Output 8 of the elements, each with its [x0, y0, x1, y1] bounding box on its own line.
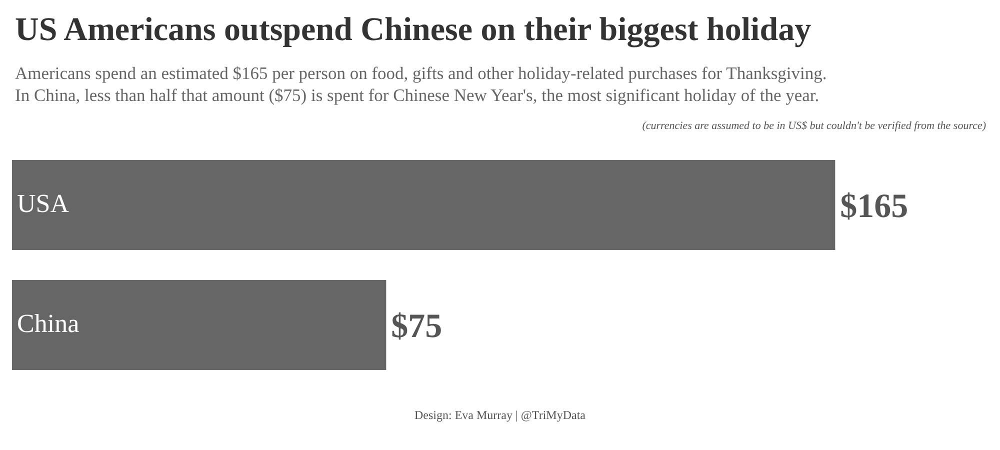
data-label: $165 — [840, 188, 908, 225]
chart-subtitle: Americans spend an estimated $165 per person on food, gifts and other holiday-related purchases for Thanksgiving. In China, less than half that amount ($75) is spent for Chinese New Year's, the most significant holiday of the year. — [15, 62, 827, 106]
data-label: $75 — [391, 308, 442, 345]
y-tick-label: USA — [17, 188, 70, 218]
y-tick-label: China — [17, 308, 80, 338]
text: Design: Eva Murray | @TriMyData — [414, 408, 586, 423]
text: (currencies are assumed to be in US$ but couldn't be verified from the source) — [642, 120, 986, 132]
chart-title: US Americans outspend Chinese on their biggest holiday — [15, 12, 812, 49]
